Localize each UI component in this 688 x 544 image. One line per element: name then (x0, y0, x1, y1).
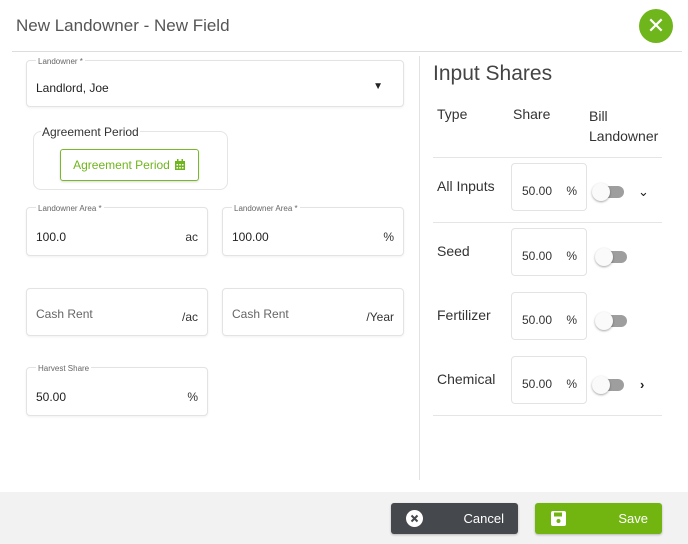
landowner-area-ac-field[interactable]: Landowner Area * 100.0 ac (26, 204, 208, 256)
row-divider (433, 157, 662, 158)
landowner-area-pct-field[interactable]: Landowner Area * 100.00 % (222, 204, 404, 256)
save-floppy-icon (551, 511, 566, 526)
column-divider (419, 56, 420, 480)
share-value: 50.00 (522, 249, 553, 263)
share-input[interactable]: 50.00% (511, 356, 587, 404)
share-value: 50.00 (522, 184, 553, 198)
landowner-label: Landowner * (36, 57, 85, 66)
row-type: Fertilizer (437, 307, 491, 323)
field-unit: % (383, 230, 394, 244)
field-unit: /ac (181, 310, 198, 324)
field-value: 100.00 (232, 230, 269, 244)
field-value: 50.00 (36, 390, 67, 404)
dropdown-caret-icon: ▼ (373, 81, 383, 92)
landowner-value: Landlord, Joe (36, 81, 109, 95)
column-header-type: Type (437, 106, 468, 122)
field-placeholder: Cash Rent (232, 307, 289, 321)
bill-landowner-toggle[interactable] (595, 248, 629, 266)
bill-landowner-toggle[interactable] (595, 312, 629, 330)
agreement-period-button-label: Agreement Period (73, 158, 170, 172)
share-unit: % (566, 313, 577, 327)
save-button[interactable]: Save (535, 503, 662, 534)
field-unit: % (187, 390, 198, 404)
row-divider (433, 415, 662, 416)
row-type: All Inputs (437, 178, 495, 194)
field-label: Harvest Share (36, 364, 92, 373)
column-header-share: Share (513, 106, 551, 122)
input-shares-title: Input Shares (433, 62, 553, 85)
cancel-label: Cancel (463, 511, 504, 526)
field-label: Landowner Area * (36, 204, 104, 213)
share-input[interactable]: 50.00% (511, 292, 587, 340)
chevron-right-icon[interactable]: › (640, 377, 645, 392)
row-divider (433, 222, 662, 223)
cash-rent-ac-field[interactable]: Cash Rent /ac (26, 288, 208, 336)
cancel-circle-icon (406, 510, 423, 527)
field-unit: /Year (366, 310, 394, 324)
chevron-down-icon[interactable]: ⌄ (638, 184, 649, 199)
bill-landowner-toggle[interactable] (592, 183, 626, 201)
harvest-share-field[interactable]: Harvest Share 50.00 % (26, 364, 208, 416)
calendar-icon (174, 159, 185, 170)
agreement-period-button[interactable]: Agreement Period (60, 149, 199, 181)
close-icon: ✕ (646, 13, 666, 38)
field-value: 100.0 (36, 230, 67, 244)
field-unit: ac (185, 230, 198, 244)
save-label: Save (618, 511, 648, 526)
share-value: 50.00 (522, 313, 553, 327)
close-button[interactable]: ✕ (639, 9, 673, 43)
cash-rent-year-field[interactable]: Cash Rent /Year (222, 288, 404, 336)
share-unit: % (566, 184, 577, 198)
share-input[interactable]: 50.00% (511, 163, 587, 211)
header-divider (12, 51, 682, 52)
field-placeholder: Cash Rent (36, 307, 93, 321)
cancel-button[interactable]: Cancel (391, 503, 518, 534)
column-header-bill-landowner: Bill Landowner (589, 108, 659, 144)
agreement-period-legend: Agreement Period (41, 125, 140, 139)
field-label: Landowner Area * (232, 204, 300, 213)
dialog-title: New Landowner - New Field (16, 16, 230, 35)
share-unit: % (566, 377, 577, 391)
landowner-select[interactable]: Landowner * Landlord, Joe ▼ (26, 57, 404, 107)
share-value: 50.00 (522, 377, 553, 391)
bill-landowner-toggle[interactable] (592, 376, 626, 394)
row-type: Seed (437, 243, 470, 259)
row-type: Chemical (437, 371, 496, 387)
share-unit: % (566, 249, 577, 263)
share-input[interactable]: 50.00% (511, 228, 587, 276)
